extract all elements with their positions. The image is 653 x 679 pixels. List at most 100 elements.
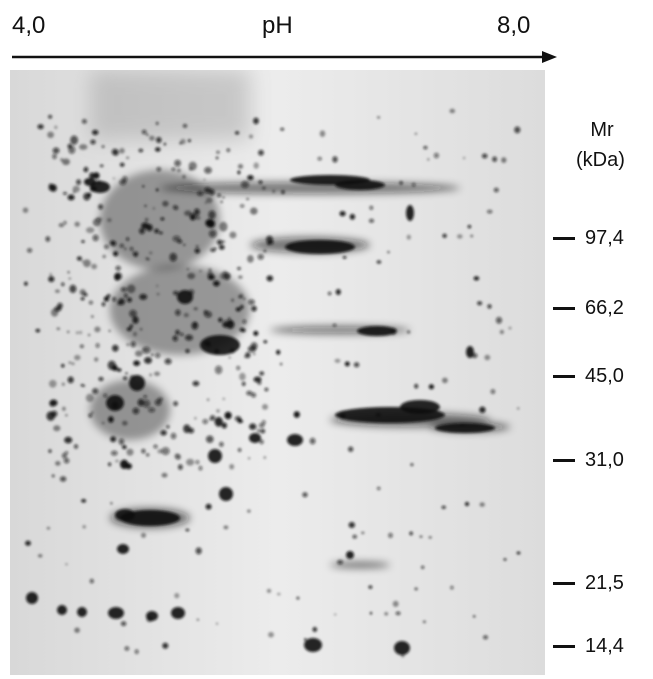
gel-spot	[339, 211, 346, 217]
gel-spot	[368, 218, 375, 223]
gel-spot	[26, 592, 38, 604]
gel-spot	[124, 247, 127, 251]
gel-spot	[188, 139, 191, 142]
gel-spot	[52, 153, 57, 160]
gel-spot	[193, 208, 200, 216]
gel-spot	[260, 429, 266, 434]
gel-spot	[106, 294, 111, 298]
gel-spot	[142, 399, 151, 408]
gel-spot	[207, 398, 210, 401]
gel-spot	[85, 393, 94, 402]
gel-spot	[92, 388, 99, 395]
gel-spot	[442, 233, 447, 238]
gel-spot	[117, 544, 129, 554]
gel-spot	[109, 240, 116, 246]
gel-spot	[428, 536, 432, 539]
gel-spot	[152, 207, 155, 210]
gel-spot	[312, 627, 318, 632]
gel-spot	[414, 133, 417, 135]
gel-spot	[184, 210, 192, 216]
gel-spot	[67, 376, 74, 384]
gel-spot	[281, 190, 285, 194]
gel-spot	[423, 146, 428, 150]
marker-tick	[553, 236, 575, 240]
gel-spot	[171, 607, 185, 619]
gel-spot	[129, 247, 134, 251]
gel-spot	[406, 205, 414, 221]
marker-tick	[553, 581, 575, 585]
gel-spot	[268, 632, 274, 638]
gel-spot	[88, 300, 93, 305]
gel-spot	[67, 194, 75, 201]
gel-spot	[237, 164, 244, 169]
gel-spot	[139, 227, 145, 235]
gel-spot	[410, 463, 414, 466]
gel-spot	[79, 144, 88, 150]
gel-spot	[249, 433, 261, 443]
gel-spot	[195, 547, 202, 555]
gel-spots	[10, 70, 545, 675]
gel-spot	[267, 242, 271, 245]
gel-spot	[406, 234, 411, 240]
gel-spot	[219, 441, 224, 447]
gel-spot	[262, 404, 268, 410]
gel-spot	[250, 342, 258, 350]
gel-spot	[263, 249, 267, 253]
gel-spot	[205, 503, 212, 510]
gel-spot	[82, 525, 86, 529]
gel-spot	[248, 299, 255, 305]
gel-spot	[517, 407, 520, 410]
gel-spot	[263, 456, 266, 459]
gel-spot	[332, 323, 337, 327]
gel-spot	[155, 122, 159, 125]
gel-spot	[304, 638, 322, 652]
gel-spot	[74, 354, 81, 361]
gel-spot	[126, 343, 130, 346]
gel-spot	[411, 182, 416, 187]
gel-spot	[115, 509, 135, 521]
gel-spot	[222, 397, 225, 400]
gel-spot	[49, 379, 57, 388]
gel-spot	[197, 191, 204, 196]
gel-spot	[84, 178, 96, 186]
gel-spot	[401, 654, 405, 658]
gel-spot	[421, 565, 425, 569]
gel-spot	[77, 607, 87, 617]
gel-spot	[376, 486, 381, 491]
gel-spot	[80, 384, 84, 387]
gel-spot	[169, 252, 177, 262]
gel-spot	[67, 330, 70, 334]
gel-spot	[120, 287, 127, 292]
gel-spot	[204, 166, 212, 174]
ph-end-label: 8,0	[497, 12, 531, 39]
gel-spot	[195, 215, 201, 220]
gel-spot	[124, 293, 128, 298]
marker-label: 21,5	[585, 572, 624, 594]
mr-marker-21-5: 21,5	[553, 572, 624, 594]
gel-spot	[71, 362, 75, 365]
mr-marker-66-2: 66,2	[553, 297, 624, 319]
gel-spot	[117, 368, 122, 372]
gel-spot	[241, 381, 246, 386]
gel-spot	[126, 327, 132, 332]
gel-spot	[101, 145, 105, 148]
gel-spot	[490, 389, 496, 395]
gel-spot	[319, 130, 326, 137]
gel-spot	[503, 558, 507, 561]
gel-spot	[332, 156, 338, 163]
gel-spot	[479, 502, 485, 507]
gel-spot	[98, 204, 103, 210]
mr-axis-title: Mr	[590, 119, 614, 141]
gel-spot	[253, 162, 259, 169]
gel-spot	[100, 170, 220, 270]
gel-spot	[61, 452, 67, 459]
gel-spot	[61, 382, 65, 386]
gel-spot	[122, 420, 128, 426]
gel-spot	[477, 301, 483, 306]
gel-spot	[108, 416, 114, 423]
gel-spot	[296, 596, 300, 600]
gel-spot	[139, 293, 148, 300]
gel-spot	[138, 148, 144, 153]
gel-spot	[450, 585, 454, 590]
gel-spot	[193, 307, 198, 311]
